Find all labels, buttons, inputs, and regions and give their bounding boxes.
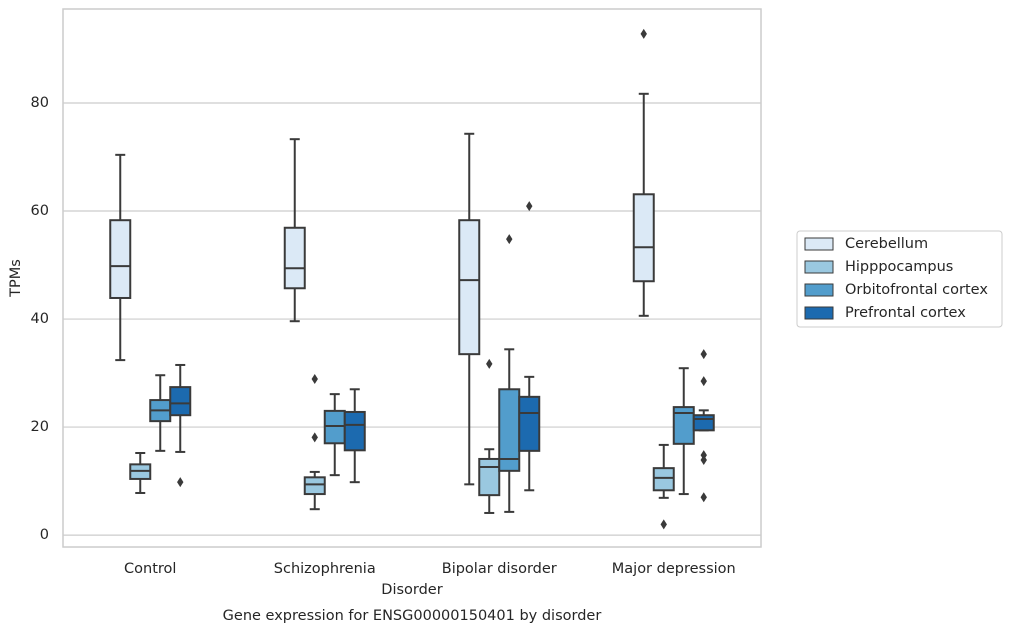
legend-frame xyxy=(796,230,1003,328)
outlier xyxy=(311,432,318,443)
box xyxy=(109,219,132,299)
box xyxy=(283,226,306,290)
box xyxy=(632,193,655,283)
outlier xyxy=(486,358,493,369)
outlier xyxy=(640,28,647,39)
legend-label: Hipppocampus xyxy=(845,259,953,275)
legend-label: Cerebellum xyxy=(845,236,928,252)
y-tick-label: 80 xyxy=(31,95,49,111)
legend-swatch xyxy=(804,306,834,320)
box xyxy=(652,467,675,492)
y-tick-label: 40 xyxy=(31,311,49,327)
x-tick-label: Control xyxy=(124,561,176,577)
x-tick-label: Bipolar disorder xyxy=(442,561,557,577)
box xyxy=(323,409,346,445)
legend-label: Orbitofrontal cortex xyxy=(845,282,988,298)
box xyxy=(343,410,366,452)
plot-frame xyxy=(62,8,762,548)
x-tick-label: Schizophrenia xyxy=(274,561,376,577)
legend-swatch xyxy=(804,260,834,274)
box xyxy=(478,457,501,497)
y-axis-label: TPMs xyxy=(8,259,24,298)
outlier xyxy=(311,374,318,385)
x-tick-label: Major depression xyxy=(612,561,736,577)
y-tick-label: 0 xyxy=(40,527,49,543)
outlier xyxy=(506,234,513,245)
chart-title: Gene expression for ENSG00000150401 by d… xyxy=(223,608,602,624)
outlier xyxy=(177,477,184,488)
box xyxy=(692,414,715,432)
outlier xyxy=(700,455,707,466)
y-tick-label: 20 xyxy=(31,419,49,435)
box xyxy=(518,395,541,452)
outlier xyxy=(700,349,707,360)
box xyxy=(303,476,326,496)
box xyxy=(458,219,481,356)
outlier xyxy=(700,492,707,503)
x-axis-label: Disorder xyxy=(381,582,442,598)
outlier xyxy=(660,519,667,530)
legend-label: Prefrontal cortex xyxy=(845,305,966,321)
outlier xyxy=(700,376,707,387)
legend-swatch xyxy=(804,237,834,251)
y-tick-label: 60 xyxy=(31,203,49,219)
box xyxy=(169,386,192,417)
outlier xyxy=(526,201,533,212)
legend-swatch xyxy=(804,283,834,297)
